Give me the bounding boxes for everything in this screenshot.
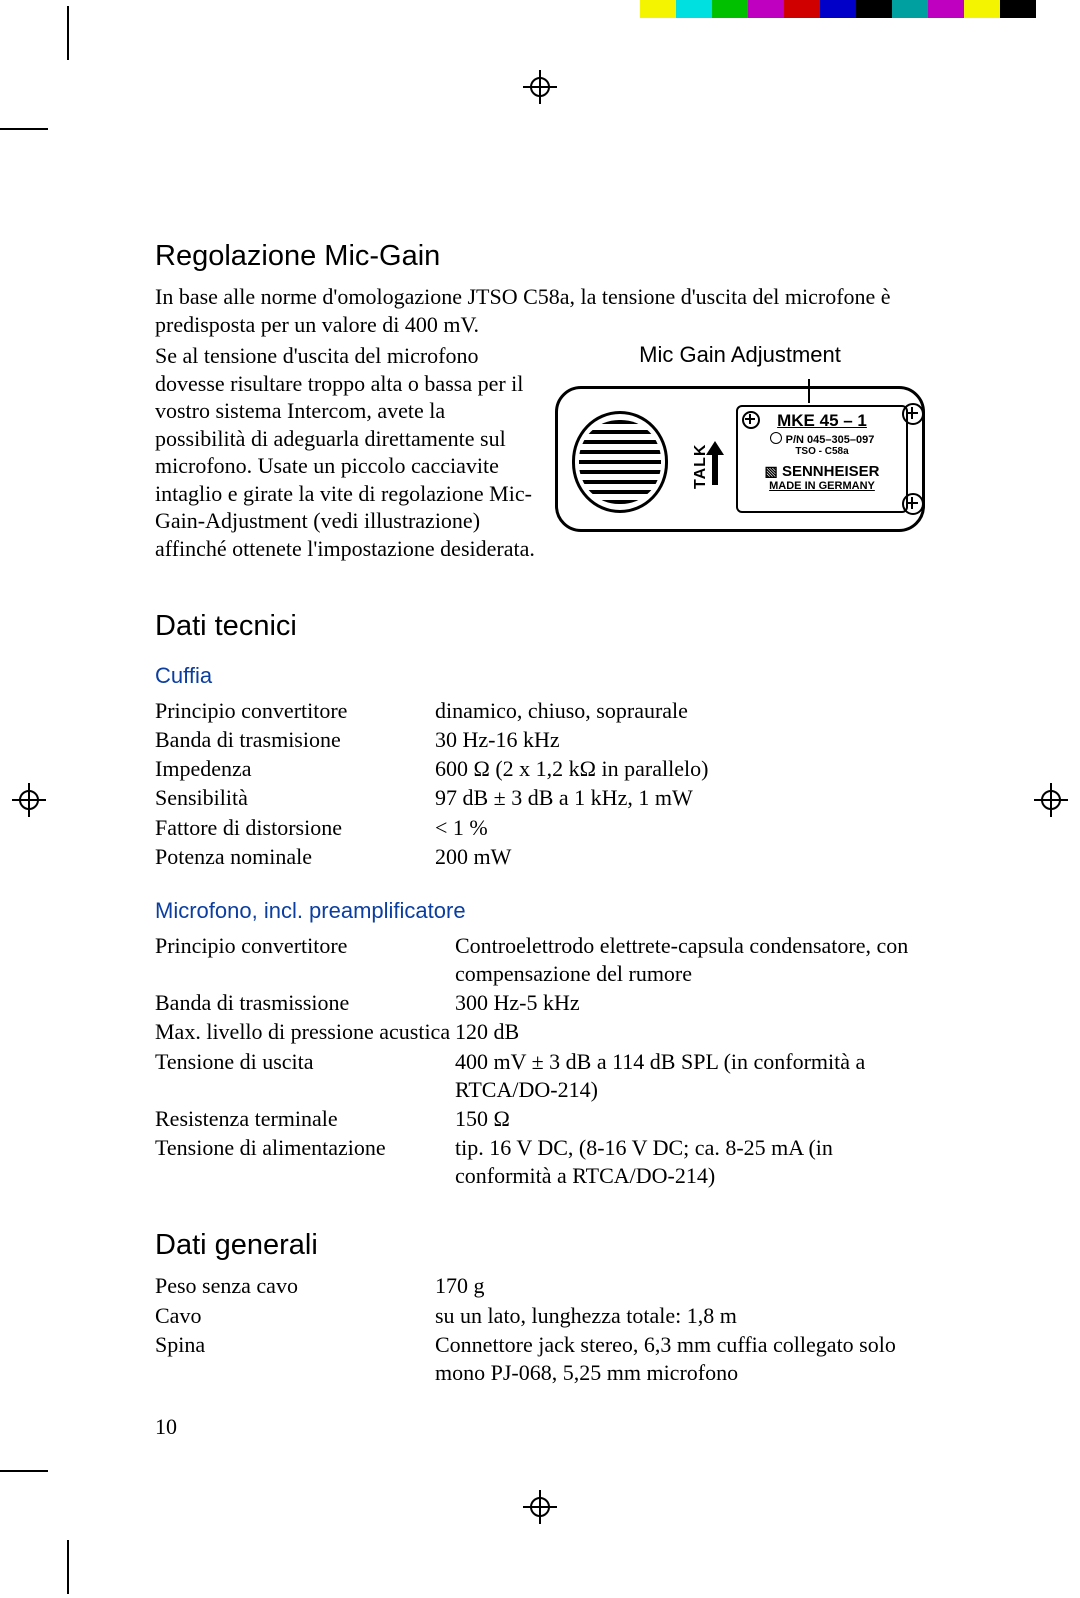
brand-name: SENNHEISER (782, 463, 880, 480)
page-number: 10 (155, 1414, 925, 1440)
specs-table-micpre: Principio convertitoreControelettrodo el… (155, 932, 925, 1191)
spec-label: Resistenza terminale (155, 1105, 455, 1134)
heading-dati-tecnici: Dati tecnici (155, 610, 925, 643)
page-content: Regolazione Mic-Gain In base alle norme … (155, 240, 925, 1440)
spec-label: Spina (155, 1331, 435, 1388)
table-row: Cavosu un lato, lunghezza totale: 1,8 m (155, 1302, 925, 1331)
table-row: SpinaConnettore jack stereo, 6,3 mm cuff… (155, 1331, 925, 1388)
spec-value: su un lato, lunghezza totale: 1,8 m (435, 1302, 925, 1331)
table-row: Principio convertitoreControelettrodo el… (155, 932, 925, 989)
registration-mark-icon (12, 783, 46, 817)
heading-micpre: Microfono, incl. preamplificatore (155, 898, 925, 924)
spec-label: Banda di trasmisione (155, 726, 435, 755)
heading-cuffia: Cuffia (155, 663, 925, 689)
spec-value: Connettore jack stereo, 6,3 mm cuffia co… (435, 1331, 925, 1388)
crop-mark (0, 128, 48, 130)
talk-label: TALK (676, 437, 730, 491)
part-number: P/N 045–305–097 (786, 434, 875, 446)
spec-label: Principio convertitore (155, 932, 455, 989)
spec-label: Tensione di uscita (155, 1048, 455, 1105)
crop-mark (0, 1470, 48, 1472)
figure-caption: Mic Gain Adjustment (555, 342, 925, 368)
table-row: Tensione di uscita400 mV ± 3 dB a 114 dB… (155, 1048, 925, 1105)
arrow-icon (704, 439, 726, 487)
mic-gain-figure: Mic Gain Adjustment TALK MKE 45 – 1 P/N … (555, 342, 925, 532)
registration-mark-icon (523, 1490, 557, 1524)
spec-value: 400 mV ± 3 dB a 114 dB SPL (in conformit… (455, 1048, 925, 1105)
heading-dati-generali: Dati generali (155, 1229, 925, 1262)
table-row: Peso senza cavo170 g (155, 1272, 925, 1301)
spec-value: 30 Hz-16 kHz (435, 726, 708, 755)
spec-value: 150 Ω (455, 1105, 925, 1134)
screw-icon (902, 403, 924, 425)
spec-value: < 1 % (435, 814, 708, 843)
spec-label: Fattore di distorsione (155, 814, 435, 843)
tso-code: TSO - C58a (738, 446, 906, 457)
product-label: MKE 45 – 1 P/N 045–305–097 TSO - C58a ▧ … (736, 405, 908, 513)
made-in: MADE IN GERMANY (738, 480, 906, 492)
spec-label: Potenza nominale (155, 843, 435, 872)
spec-label: Banda di trasmissione (155, 989, 455, 1018)
spec-value: 200 mW (435, 843, 708, 872)
crop-mark (67, 1540, 69, 1594)
table-row: Resistenza terminale150 Ω (155, 1105, 925, 1134)
spec-value: tip. 16 V DC, (8-16 V DC; ca. 8-25 mA (i… (455, 1134, 925, 1191)
table-row: Banda di trasmissione300 Hz-5 kHz (155, 989, 925, 1018)
paragraph: In base alle norme d'omologazione JTSO C… (155, 283, 925, 338)
spec-label: Impedenza (155, 755, 435, 784)
spec-label: Sensibilità (155, 784, 435, 813)
heading-mic-gain: Regolazione Mic-Gain (155, 240, 925, 273)
table-row: Principio convertitoredinamico, chiuso, … (155, 697, 708, 726)
registration-mark-icon (523, 70, 557, 104)
spec-value: 300 Hz-5 kHz (455, 989, 925, 1018)
spec-label: Max. livello di pressione acustica (155, 1018, 455, 1047)
spec-label: Tensione di alimentazione (155, 1134, 455, 1191)
spec-label: Cavo (155, 1302, 435, 1331)
screw-icon (902, 493, 924, 515)
spec-value: dinamico, chiuso, sopraurale (435, 697, 708, 726)
spec-value: 600 Ω (2 x 1,2 kΩ in parallelo) (435, 755, 708, 784)
spec-value: 170 g (435, 1272, 925, 1301)
table-row: Tensione di alimentazionetip. 16 V DC, (… (155, 1134, 925, 1191)
specs-table-cuffia: Principio convertitoredinamico, chiuso, … (155, 697, 708, 872)
microphone-diagram: TALK MKE 45 – 1 P/N 045–305–097 TSO - C5… (555, 386, 925, 532)
table-row: Potenza nominale200 mW (155, 843, 708, 872)
specs-table-generali: Peso senza cavo170 gCavosu un lato, lung… (155, 1272, 925, 1388)
color-bar (604, 0, 1036, 18)
registration-mark-icon (1034, 783, 1068, 817)
table-row: Sensibilità97 dB ± 3 dB a 1 kHz, 1 mW (155, 784, 708, 813)
spec-label: Peso senza cavo (155, 1272, 435, 1301)
speaker-grille-icon (572, 411, 668, 513)
table-row: Max. livello di pressione acustica120 dB (155, 1018, 925, 1047)
table-row: Fattore di distorsione< 1 % (155, 814, 708, 843)
table-row: Banda di trasmisione30 Hz-16 kHz (155, 726, 708, 755)
spec-value: 97 dB ± 3 dB a 1 kHz, 1 mW (435, 784, 708, 813)
leader-line (808, 379, 810, 403)
crop-mark (67, 6, 69, 60)
spec-label: Principio convertitore (155, 697, 435, 726)
spec-value: 120 dB (455, 1018, 925, 1047)
model-number: MKE 45 – 1 (738, 407, 906, 431)
spec-value: Controelettrodo elettrete-capsula conden… (455, 932, 925, 989)
table-row: Impedenza600 Ω (2 x 1,2 kΩ in parallelo) (155, 755, 708, 784)
